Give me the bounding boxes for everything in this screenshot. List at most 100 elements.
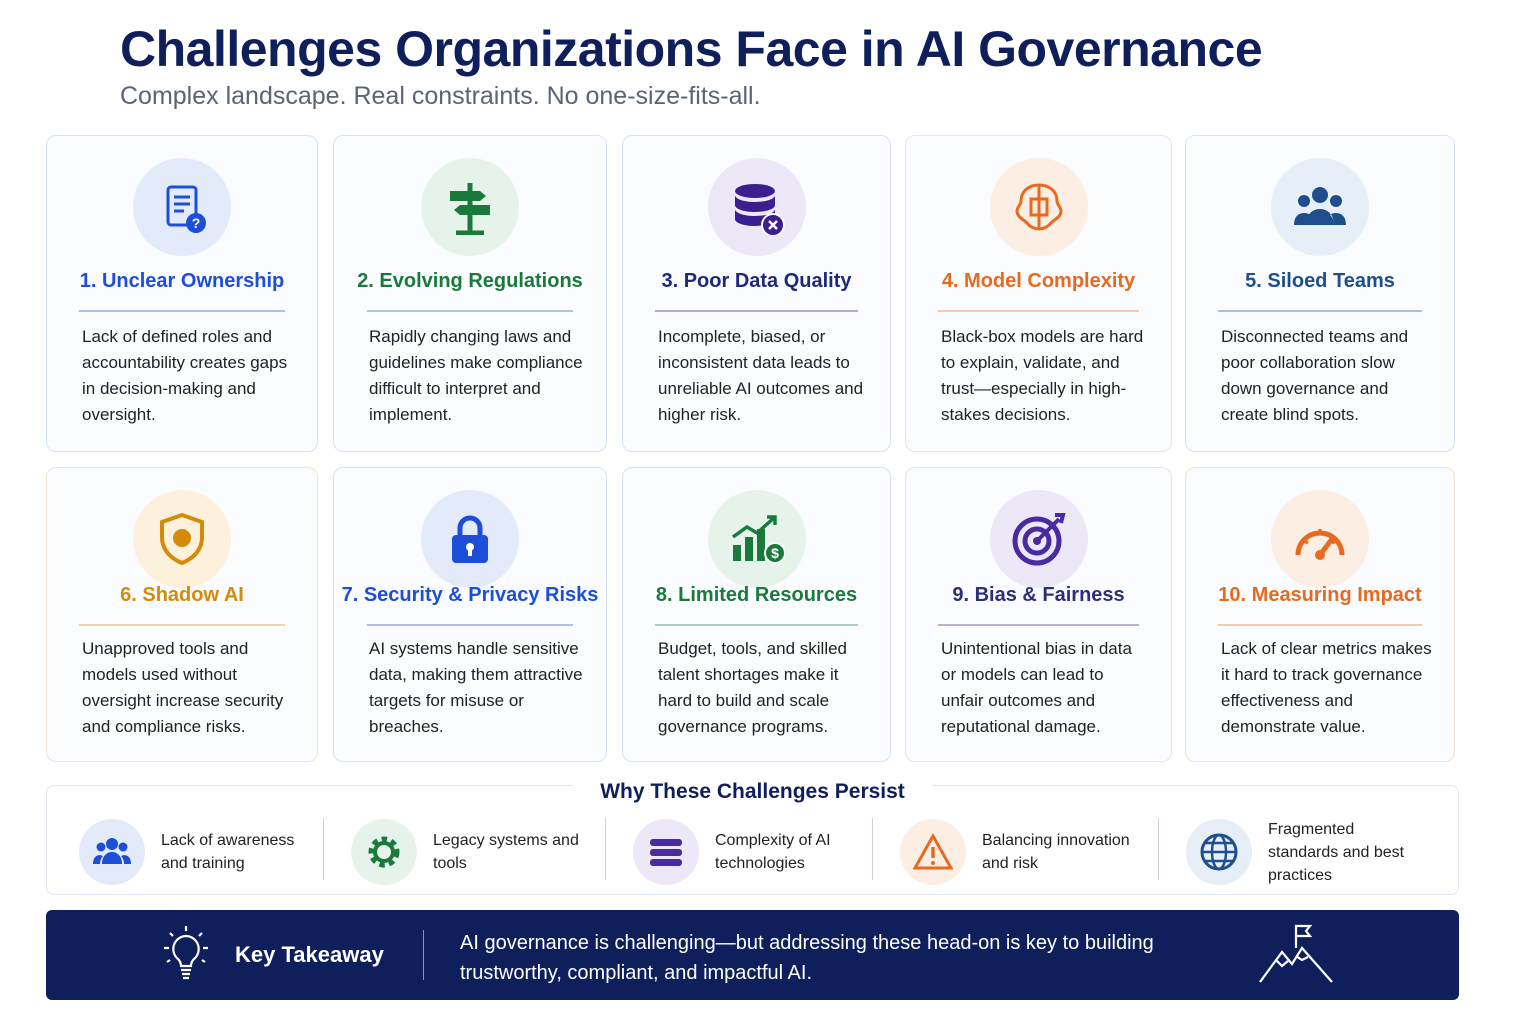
icon-rect	[650, 849, 682, 856]
card-title: 3. Poor Data Quality	[661, 270, 852, 292]
icon-svg	[1294, 187, 1346, 225]
persist-divider	[872, 818, 873, 880]
icon-circle	[763, 542, 785, 564]
icon-path	[767, 220, 778, 230]
icon-svg	[160, 512, 204, 566]
icon-svg: $	[731, 515, 785, 564]
icon-rect	[650, 839, 682, 846]
card-text: Rapidly changing laws and guidelines mak…	[369, 327, 583, 424]
icon-circle	[118, 842, 128, 852]
icon-circle	[1271, 158, 1369, 256]
card-text: AI systems handle sensitive data, making…	[369, 639, 583, 736]
card-title: 5. Siloed Teams	[1245, 270, 1395, 292]
icon-path	[1294, 924, 1313, 948]
takeaway-text: AI governance is challenging—but address…	[460, 932, 1154, 984]
icon-circle	[1312, 187, 1328, 203]
icon-circle	[96, 842, 106, 852]
icon-circle	[1012, 516, 1061, 566]
icon-circle	[106, 838, 118, 850]
persist-divider	[1158, 818, 1159, 880]
challenge-card: 6. Shadow AI Unapproved tools and models …	[46, 467, 318, 762]
card-title: 1. Unclear Ownership	[79, 270, 285, 292]
challenge-card: 7. Security & Privacy Risks AI systems ha…	[333, 467, 607, 762]
persist-icon	[900, 819, 966, 885]
persist-icon	[1186, 819, 1252, 885]
icon-path	[1202, 841, 1236, 863]
card-rule	[937, 310, 1140, 312]
icon-path	[172, 934, 200, 968]
card-rule	[79, 310, 285, 312]
challenge-card: 4. Model Complexity Black-box models are …	[905, 135, 1172, 452]
icon-path	[731, 515, 777, 539]
card-rule	[366, 310, 574, 312]
icon-ellipse	[734, 184, 775, 198]
icon-svg	[93, 838, 131, 864]
icon-rect	[468, 547, 472, 556]
persist-title: Why These Challenges Persist	[572, 780, 933, 804]
challenge-card: 3. Poor Data Quality Incomplete, biased, …	[622, 135, 891, 452]
challenge-card: $8. Limited Resources Budget, tools, and …	[622, 467, 891, 762]
persist-item: Balancing innovation and risk	[900, 818, 1132, 886]
icon-svg	[1014, 183, 1063, 231]
card-title: 7. Security & Privacy Risks	[341, 584, 599, 606]
icon-circle	[1022, 526, 1051, 556]
icon-circle	[989, 490, 1088, 588]
persist-text: Balancing innovation and risk	[982, 832, 1130, 872]
persist-text: Fragmented standards and best practices	[1268, 820, 1405, 884]
card-title: 8. Limited Resources	[655, 584, 858, 606]
card-text: Disconnected teams and poor collaboratio…	[1221, 327, 1409, 424]
takeaway-label: Key Takeaway	[235, 942, 384, 967]
card-title: 6. Shadow AI	[120, 584, 244, 606]
challenge-card: 10. Measuring Impact Lack of clear metric…	[1185, 467, 1455, 762]
challenge-card: 9. Bias & Fairness Unintentional bias in …	[905, 467, 1172, 762]
icon-path	[913, 832, 953, 870]
icon-circle	[133, 490, 231, 588]
icon-svg	[734, 184, 785, 235]
icon-path	[1294, 209, 1346, 225]
icon-path	[174, 195, 190, 213]
icon-rect	[166, 185, 198, 227]
icon-svg	[913, 832, 953, 870]
icon-svg	[1200, 833, 1238, 871]
icon-circle	[373, 841, 395, 863]
card-title: 2. Evolving Regulations	[357, 270, 583, 292]
icon-circle	[173, 529, 191, 547]
icon-circle	[421, 490, 519, 588]
persist-item: Complexity of AI technologies	[633, 818, 865, 886]
persist-panel: Why These Challenges Persist Lack of awa…	[46, 780, 1459, 895]
card-rule	[655, 624, 858, 626]
icon-text: ?	[192, 215, 201, 231]
card-text: Black-box models are hard to explain, va…	[941, 327, 1144, 424]
icon-svg	[368, 836, 400, 868]
card-title: 9. Bias & Fairness	[952, 584, 1125, 606]
icon-circle	[186, 213, 206, 233]
challenge-card: 5. Siloed Teams Disconnected teams and po…	[1185, 135, 1455, 452]
card-title: 4. Model Complexity	[941, 270, 1136, 292]
icon-svg	[650, 839, 682, 866]
icon-rect	[756, 529, 765, 561]
icon-circle	[1271, 490, 1369, 588]
takeaway-band: Key Takeaway AI governance is challengin…	[46, 910, 1459, 1000]
persist-icon	[633, 819, 699, 885]
icon-path	[1035, 513, 1066, 543]
card-rule	[1218, 310, 1422, 312]
icon-svg	[1295, 529, 1345, 560]
icon-circle	[421, 158, 519, 256]
persist-text: Complexity of AI technologies	[715, 832, 831, 872]
card-rule	[366, 624, 574, 626]
persist-icon	[79, 819, 145, 885]
card-text: Lack of clear metrics makes it hard to t…	[1221, 639, 1432, 736]
icon-path	[160, 512, 204, 566]
persist-divider	[323, 818, 324, 880]
persist-item: Lack of awareness and training	[79, 818, 311, 886]
icon-circle: $	[707, 490, 806, 588]
icon-rect	[732, 545, 741, 561]
card-title: 10. Measuring Impact	[1218, 584, 1422, 606]
card-rule	[655, 310, 858, 312]
icon-path	[1014, 183, 1063, 231]
icon-rect	[650, 859, 682, 866]
icon-circle	[1315, 550, 1325, 560]
icon-path	[93, 852, 131, 864]
